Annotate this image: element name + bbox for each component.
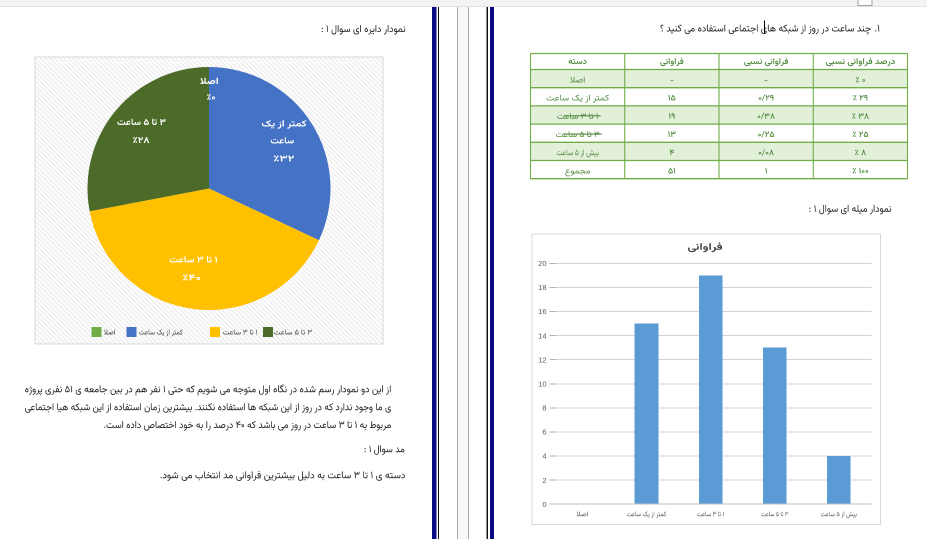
svg-text:20: 20 [538, 259, 546, 268]
svg-text:0: 0 [542, 500, 546, 509]
svg-text:8: 8 [542, 404, 546, 413]
svg-text:10: 10 [538, 379, 546, 388]
svg-text:6: 6 [542, 428, 546, 437]
svg-text:18: 18 [538, 283, 546, 292]
svg-text:16: 16 [538, 307, 546, 316]
svg-text:2: 2 [542, 476, 546, 485]
svg-text:14: 14 [538, 331, 546, 340]
svg-text:12: 12 [538, 355, 546, 364]
svg-text:4: 4 [542, 452, 546, 461]
